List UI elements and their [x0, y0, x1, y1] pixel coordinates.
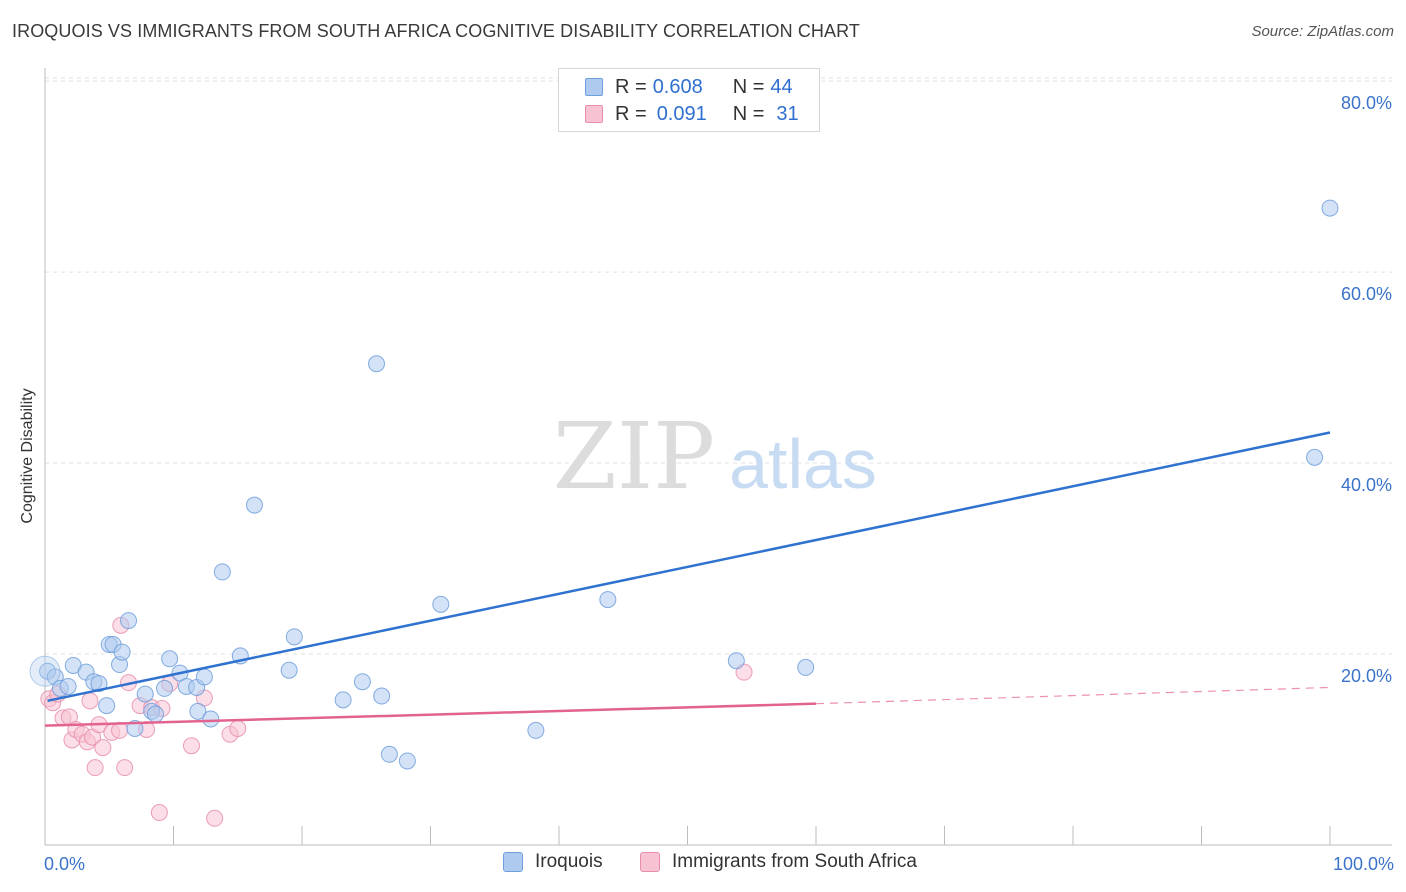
immigrants-point: [86, 759, 104, 777]
data-points: [29, 199, 1339, 827]
bottom-legend-iroquois: Iroquois: [503, 851, 603, 873]
iroquois-point: [432, 595, 450, 613]
immigrants-point: [150, 804, 168, 822]
y-tick-label: 80.0%: [1341, 93, 1392, 113]
iroquois-point: [161, 650, 179, 668]
iroquois-point: [113, 643, 131, 661]
y-tick-label: 60.0%: [1341, 284, 1392, 304]
iroquois-point: [334, 691, 352, 709]
iroquois-point: [398, 752, 416, 770]
iroquois-point: [120, 612, 138, 630]
iroquois-point: [245, 496, 263, 514]
iroquois-point: [147, 705, 165, 723]
iroquois-point: [380, 745, 398, 763]
iroquois-point: [29, 655, 61, 687]
iroquois-trend-line: [47, 431, 1331, 703]
legend-n-label: N =: [732, 75, 765, 98]
legend-swatch-iroquois: [585, 78, 603, 96]
bottom-legend-swatch-immigrants: [640, 852, 660, 872]
immigrants-point: [206, 809, 224, 827]
legend-row-iroquois: R = 0.608 N = 44: [585, 75, 793, 99]
iroquois-point: [1321, 199, 1339, 217]
x-tick-label: 100.0%: [1333, 854, 1394, 874]
immigrants-point: [81, 692, 99, 710]
immigrants-point: [229, 720, 247, 738]
legend-r-value: 0.608: [652, 75, 703, 98]
iroquois-point: [353, 673, 371, 691]
immigrants-trend-line: [44, 702, 817, 727]
immigrants-trend-extension: [815, 686, 1331, 705]
iroquois-point: [797, 658, 815, 676]
iroquois-point: [136, 685, 154, 703]
y-tick-label: 40.0%: [1341, 475, 1392, 495]
iroquois-point: [195, 668, 213, 686]
legend-n-label: N =: [732, 102, 765, 125]
chart-title: IROQUOIS VS IMMIGRANTS FROM SOUTH AFRICA…: [12, 21, 861, 41]
watermark: ZIP atlas: [553, 403, 877, 510]
iroquois-point: [126, 720, 144, 738]
trend-lines: [44, 431, 1331, 727]
x-tick-label: 0.0%: [44, 854, 85, 874]
watermark-atlas: atlas: [729, 425, 877, 503]
legend-r-value: 0.091: [656, 102, 707, 125]
iroquois-point: [202, 710, 220, 728]
legend-r-label: R =: [615, 75, 647, 98]
stats-legend: R = 0.608 N = 44 R = 0.091 N = 31: [558, 68, 820, 132]
legend-row-immigrants: R = 0.091 N = 31: [585, 102, 799, 126]
legend-n-value: 44: [770, 75, 793, 98]
iroquois-point: [1306, 448, 1324, 466]
bottom-legend-immigrants: Immigrants from South Africa: [640, 851, 917, 873]
tick-labels: 20.0% 40.0% 60.0% 80.0% 0.0% 100.0%: [44, 93, 1394, 874]
iroquois-point: [280, 661, 298, 679]
iroquois-point: [98, 697, 116, 715]
gridlines: [45, 77, 1392, 655]
iroquois-point: [213, 563, 231, 581]
legend-n-value: 31: [776, 102, 799, 125]
legend-swatch-immigrants: [585, 105, 603, 123]
bottom-legend-label-immigrants: Immigrants from South Africa: [672, 851, 917, 872]
axes: [44, 68, 1392, 846]
iroquois-point: [285, 628, 303, 646]
watermark-zip: ZIP: [553, 403, 715, 510]
immigrants-point: [116, 759, 134, 777]
immigrants-point: [182, 737, 200, 755]
iroquois-point: [373, 687, 391, 705]
y-tick-label: 20.0%: [1341, 666, 1392, 686]
immigrants-point: [94, 739, 112, 757]
bottom-legend-swatch-iroquois: [503, 852, 523, 872]
source-label: Source: ZipAtlas.com: [1251, 23, 1394, 40]
iroquois-point: [599, 591, 617, 609]
iroquois-point: [368, 355, 386, 373]
iroquois-point: [59, 677, 77, 695]
iroquois-point: [727, 652, 745, 670]
iroquois-point: [90, 675, 108, 693]
iroquois-point: [527, 721, 545, 739]
bottom-legend-label-iroquois: Iroquois: [535, 851, 603, 872]
legend-r-label: R =: [615, 102, 647, 125]
iroquois-point: [189, 702, 207, 720]
iroquois-point: [156, 679, 174, 697]
